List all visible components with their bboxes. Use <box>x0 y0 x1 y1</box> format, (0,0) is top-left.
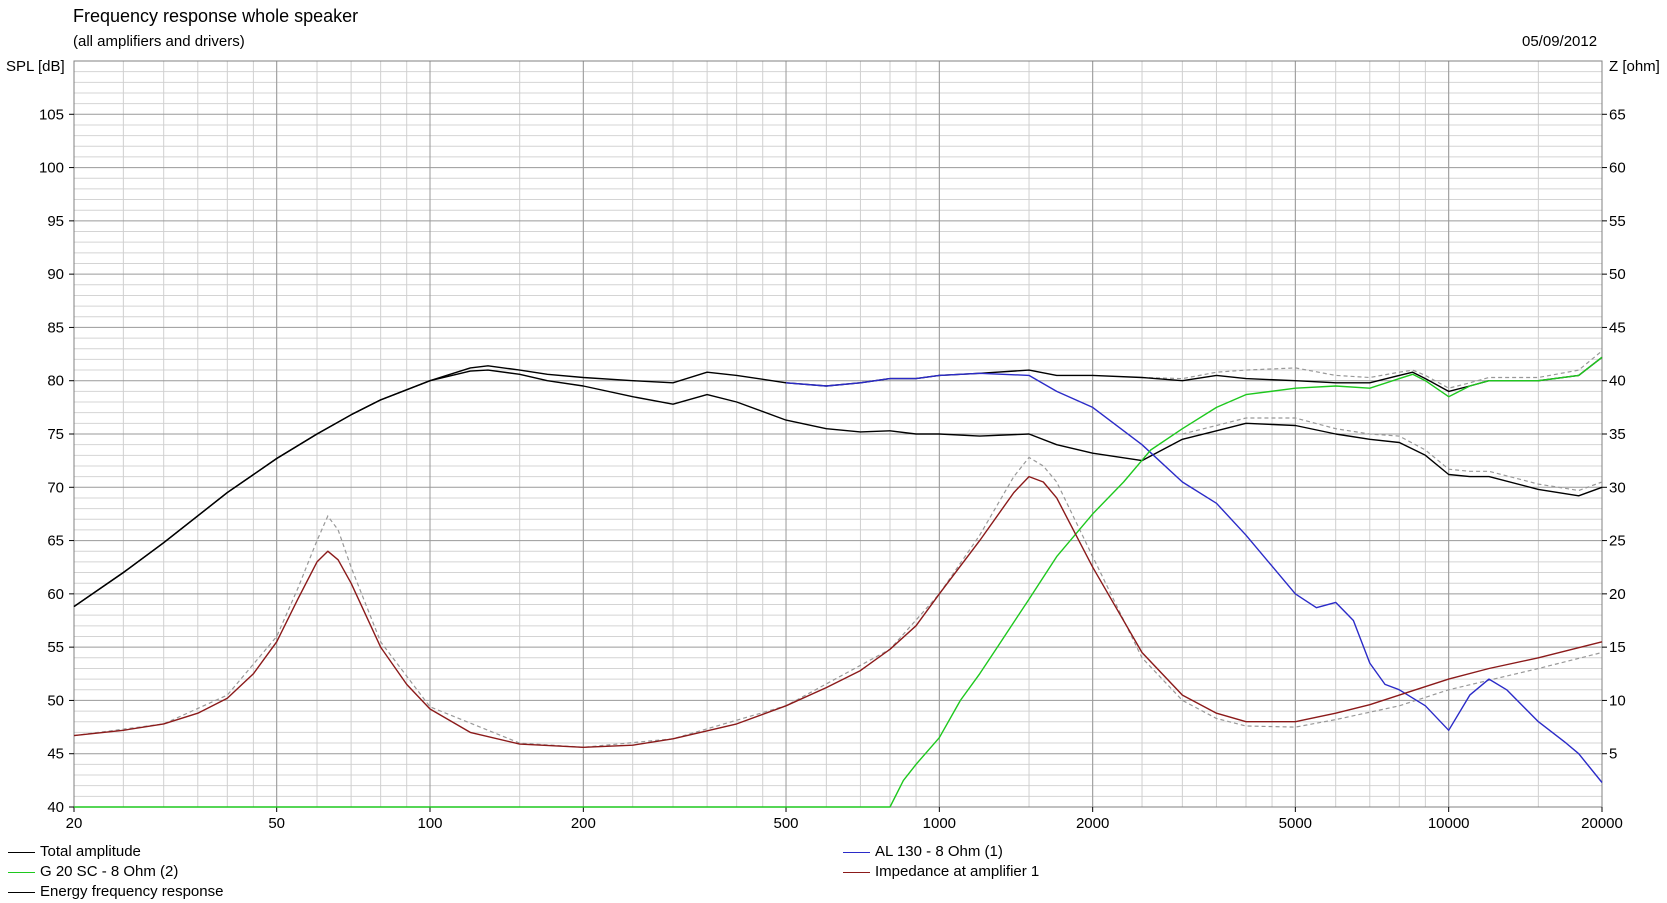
legend-label: Impedance at amplifier 1 <box>875 863 1040 880</box>
x-tick-label: 20000 <box>1581 815 1623 832</box>
reference-curve-dashed <box>1182 417 1603 492</box>
y2-tick-label: 50 <box>1609 266 1626 283</box>
chart-date: 05/09/2012 <box>1522 33 1598 50</box>
y2-tick-label: 5 <box>1609 746 1617 763</box>
y-tick-label: 105 <box>39 106 64 123</box>
y-tick-label: 45 <box>47 746 64 763</box>
y-tick-label: 60 <box>47 586 64 603</box>
x-tick-label: 1000 <box>923 815 956 832</box>
chart-title: Frequency response whole speaker <box>73 6 359 26</box>
y2-tick-label: 55 <box>1609 213 1626 230</box>
y-tick-label: 95 <box>47 213 64 230</box>
legend-label: Energy frequency response <box>40 883 224 900</box>
y2-axis-label: Z [ohm] <box>1609 58 1660 75</box>
y-tick-label: 70 <box>47 479 64 496</box>
legend-swatch <box>8 872 35 873</box>
y-tick-label: 65 <box>47 533 64 550</box>
grid <box>73 60 1603 808</box>
y2-tick-label: 20 <box>1609 586 1626 603</box>
x-tick-label: 100 <box>417 815 442 832</box>
legend-label: Total amplitude <box>40 843 141 860</box>
legend-swatch <box>8 892 35 893</box>
axes: 40 45 50 55 60 65 70 75 80 85 90 95 100 105 SPL [dB] 5 1… <box>6 58 1660 832</box>
y-tick-label: 50 <box>47 692 64 709</box>
series-total-amplitude <box>73 356 1603 608</box>
y2-tick-label: 10 <box>1609 692 1626 709</box>
y-tick-label: 80 <box>47 373 64 390</box>
x-tick-label: 2000 <box>1076 815 1109 832</box>
y-tick-label: 40 <box>47 799 64 816</box>
curves <box>73 350 1603 808</box>
x-tick-label: 5000 <box>1279 815 1312 832</box>
y2-tick-label: 25 <box>1609 533 1626 550</box>
y-axis-label: SPL [dB] <box>6 58 65 75</box>
series-impedance-at-amplifier-1 <box>73 475 1603 748</box>
legend-label: AL 130 - 8 Ohm (1) <box>875 843 1003 860</box>
legend-swatch <box>8 852 35 853</box>
y2-tick-label: 60 <box>1609 160 1626 177</box>
legend-swatch <box>843 872 870 873</box>
chart-subtitle: (all amplifiers and drivers) <box>73 33 245 50</box>
reference-curve-dashed <box>1141 350 1603 389</box>
legend-swatch <box>843 852 870 853</box>
y-tick-label: 75 <box>47 426 64 443</box>
reference-curve-dashed <box>73 456 1603 748</box>
y-tick-label: 100 <box>39 160 64 177</box>
y2-tick-label: 35 <box>1609 426 1626 443</box>
x-tick-label: 20 <box>66 815 83 832</box>
y2-tick-label: 45 <box>1609 319 1626 336</box>
y2-tick-label: 65 <box>1609 106 1626 123</box>
x-tick-label: 10000 <box>1428 815 1470 832</box>
series-energy-frequency-response <box>73 369 1603 608</box>
series-g-20-sc-8-ohm-2 <box>74 356 1603 808</box>
y2-tick-label: 15 <box>1609 639 1626 656</box>
legend-label: G 20 SC - 8 Ohm (2) <box>40 863 179 880</box>
y-tick-label: 55 <box>47 639 64 656</box>
x-tick-label: 500 <box>774 815 799 832</box>
y2-tick-label: 30 <box>1609 479 1626 496</box>
y-tick-label: 85 <box>47 319 64 336</box>
series-al-130-8-ohm-1 <box>785 372 1603 783</box>
y-tick-label: 90 <box>47 266 64 283</box>
x-tick-label: 50 <box>268 815 285 832</box>
y2-tick-label: 40 <box>1609 373 1626 390</box>
x-tick-label: 200 <box>571 815 596 832</box>
